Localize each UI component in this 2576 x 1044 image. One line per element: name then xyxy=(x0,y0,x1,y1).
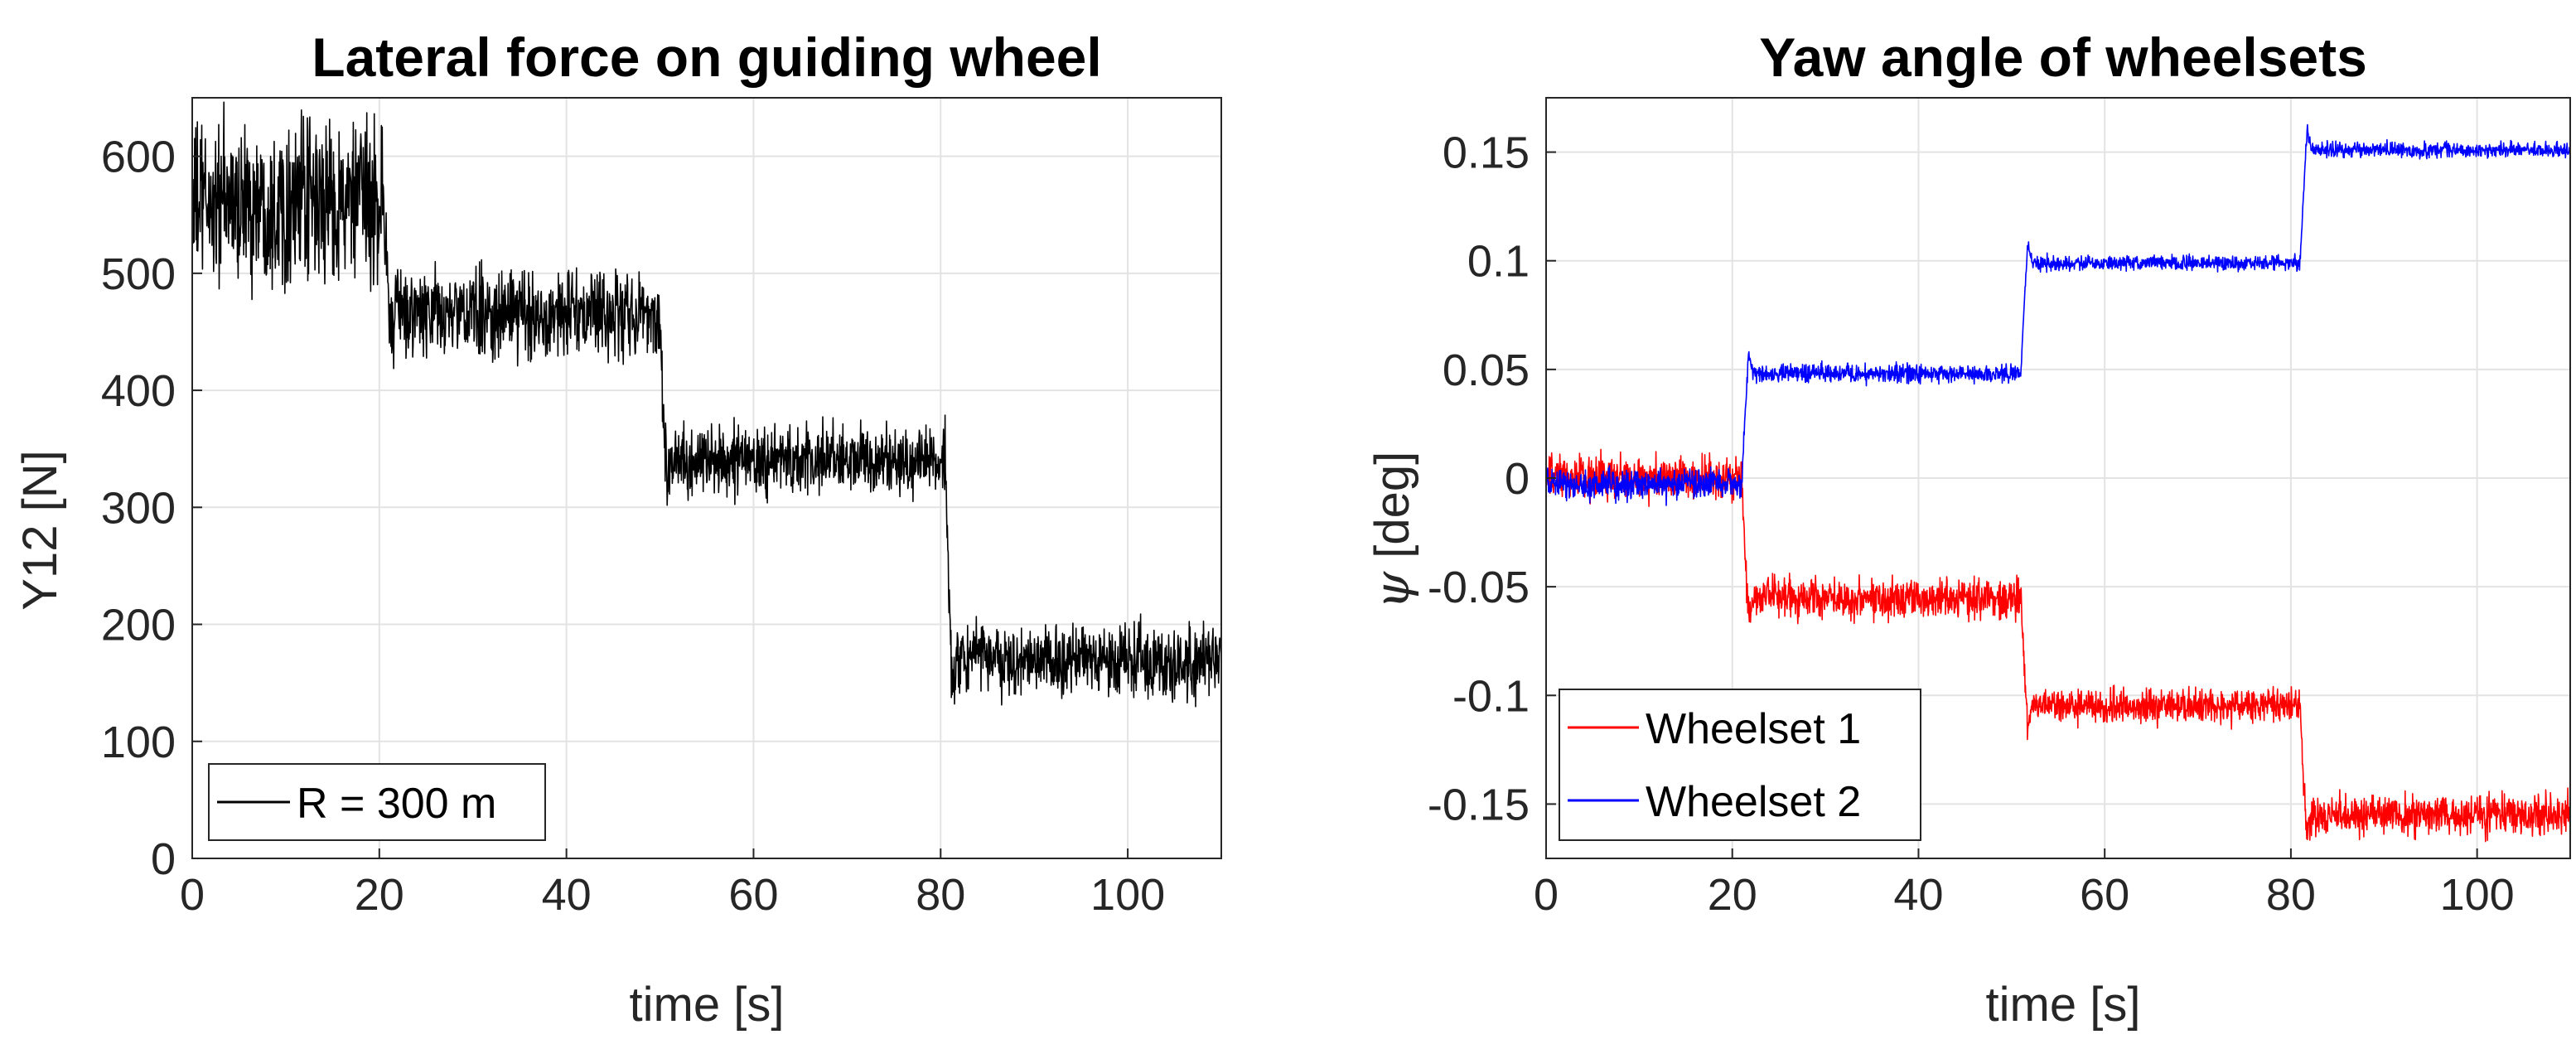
legend-entry-r300: R = 300 m xyxy=(297,780,496,828)
chart-title: Lateral force on guiding wheel xyxy=(312,27,1101,88)
x-axis-ticks: 0 20 40 60 80 100 xyxy=(1534,848,2515,920)
y-tick-label: 600 xyxy=(101,133,176,182)
x-tick-label: 0 xyxy=(1534,870,1559,920)
y-tick-label: 500 xyxy=(101,249,176,299)
series-line-1 xyxy=(1545,448,2571,843)
y-tick-label: 0.15 xyxy=(1443,128,1530,178)
x-tick-label: 40 xyxy=(1893,870,1943,920)
series-area xyxy=(1545,123,2571,843)
lateral-force-chart: Lateral force on guiding wheel 0 20 40 60 80… xyxy=(13,27,1222,1032)
x-tick-label: 80 xyxy=(2266,870,2316,920)
series-line-1 xyxy=(191,101,1222,708)
y-axis-label: ψ [deg] xyxy=(1364,452,1420,610)
y-axis-ticks: -0.15 -0.1 -0.05 0 0.05 0.1 0.15 xyxy=(1428,128,1556,829)
x-tick-label: 60 xyxy=(2080,870,2129,920)
y-axis-ticks: 0 100 200 300 400 500 600 xyxy=(101,133,202,884)
y-axis-unit: [deg] xyxy=(1365,452,1419,572)
y-tick-label: 300 xyxy=(101,483,176,533)
x-tick-label: 80 xyxy=(916,870,965,920)
y-tick-label: 0.05 xyxy=(1443,346,1530,395)
legend-entry-wheelset-1: Wheelset 1 xyxy=(1646,705,1861,753)
chart-title: Yaw angle of wheelsets xyxy=(1759,27,2367,88)
plot-frame xyxy=(191,97,1222,859)
y-tick-label: 0 xyxy=(1505,454,1530,504)
x-axis-label: time [s] xyxy=(630,978,785,1032)
legend-entry-wheelset-2: Wheelset 2 xyxy=(1646,778,1861,826)
x-axis-ticks: 0 20 40 60 80 100 xyxy=(180,848,1165,920)
series-area xyxy=(191,101,1222,708)
yaw-angle-chart: Yaw angle of wheelsets 0 20 40 60 80 100 -0.1… xyxy=(1364,27,2571,1032)
series-line-2 xyxy=(1545,123,2571,506)
x-tick-label: 60 xyxy=(728,870,778,920)
y-axis-label: Y12 [N] xyxy=(13,450,67,610)
y-tick-label: 100 xyxy=(101,718,176,767)
y-tick-label: 400 xyxy=(101,366,176,416)
y-tick-label: -0.1 xyxy=(1452,671,1530,721)
x-tick-label: 100 xyxy=(1090,870,1165,920)
y-axis-symbol: ψ xyxy=(1364,571,1420,609)
y-tick-label: 0.1 xyxy=(1467,237,1530,287)
legend: R = 300 m xyxy=(208,763,546,841)
y-tick-label: 200 xyxy=(101,601,176,650)
x-tick-label: 0 xyxy=(180,870,205,920)
x-axis-label: time [s] xyxy=(1986,978,2141,1032)
x-tick-label: 40 xyxy=(542,870,592,920)
x-tick-label: 100 xyxy=(2440,870,2515,920)
y-tick-label: -0.15 xyxy=(1428,780,1530,829)
y-tick-label: 0 xyxy=(151,834,176,884)
x-tick-label: 20 xyxy=(355,870,404,920)
legend: Wheelset 1 Wheelset 2 xyxy=(1559,689,1921,841)
x-tick-label: 20 xyxy=(1708,870,1757,920)
y-tick-label: -0.05 xyxy=(1428,563,1530,612)
